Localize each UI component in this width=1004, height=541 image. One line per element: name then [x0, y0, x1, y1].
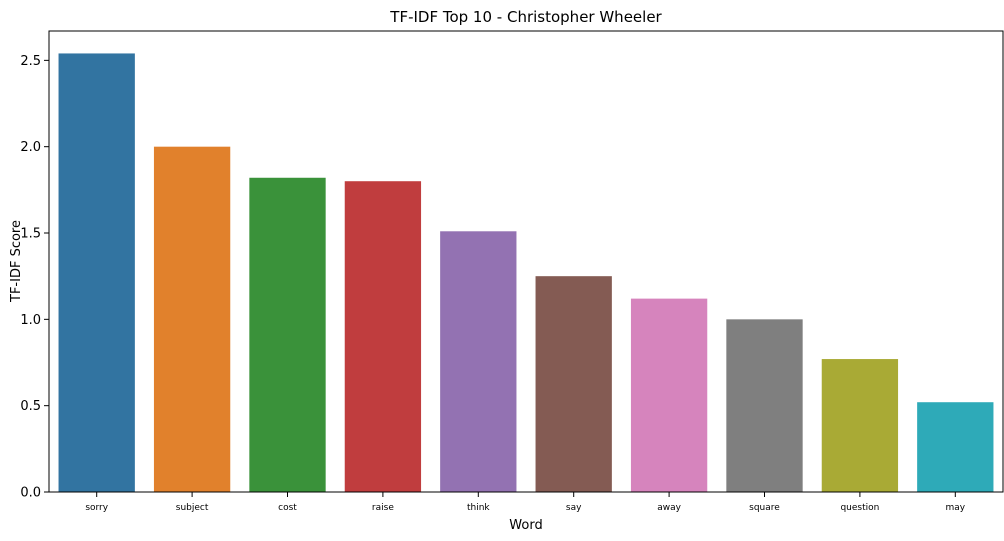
y-tick-label: 2.0 — [20, 140, 41, 155]
x-tick-label-question: question — [840, 503, 879, 513]
y-tick-label: 0.0 — [20, 486, 41, 501]
bar-raise — [344, 181, 422, 492]
x-tick-label-away: away — [657, 503, 681, 513]
x-tick-label-subject: subject — [176, 503, 209, 513]
bar-may — [917, 402, 994, 492]
bar-say — [535, 276, 612, 492]
bar-away — [630, 298, 708, 492]
bar-subject — [153, 146, 231, 492]
y-tick-label: 2.5 — [20, 54, 41, 69]
x-tick-label-square: square — [749, 503, 780, 513]
bars-group — [58, 53, 994, 493]
y-tick-label: 1.5 — [20, 227, 41, 242]
y-axis: 0.0 0.5 1.0 1.5 2.0 2.5 — [20, 54, 49, 501]
x-axis: sorry subject cost raise think say away square q… — [85, 492, 966, 513]
x-axis-label: Word — [509, 518, 542, 533]
x-tick-label-say: say — [566, 503, 582, 513]
bar-cost — [249, 177, 326, 492]
y-tick-label: 0.5 — [20, 399, 41, 414]
x-tick-label-sorry: sorry — [85, 503, 108, 513]
y-axis-label: TF-IDF Score — [9, 220, 24, 303]
plot-frame — [48, 30, 1004, 493]
x-tick-label-think: think — [467, 503, 490, 513]
bar-sorry — [58, 53, 135, 493]
x-tick-label-raise: raise — [372, 503, 394, 513]
x-tick-label-cost: cost — [278, 503, 297, 513]
bar-square — [726, 319, 803, 492]
bar-question — [821, 359, 899, 492]
chart-title: TF-IDF Top 10 - Christopher Wheeler — [389, 8, 662, 26]
bar-think — [440, 231, 517, 492]
x-tick-label-may: may — [945, 503, 965, 513]
y-tick-label: 1.0 — [20, 313, 41, 328]
